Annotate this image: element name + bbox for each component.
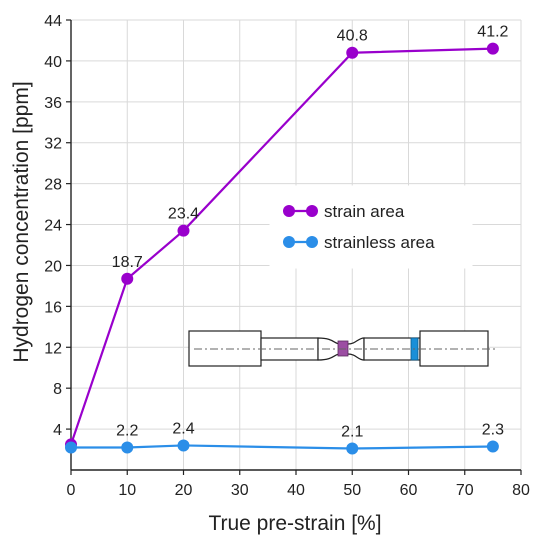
data-point — [177, 439, 190, 452]
series-1: 2.2 2.4 2.1 2.3 — [65, 420, 504, 455]
legend-box — [269, 185, 473, 269]
x-tick-label: 10 — [118, 482, 136, 499]
data-point — [177, 224, 190, 237]
legend-marker — [283, 236, 295, 248]
data-label: 2.1 — [341, 424, 363, 441]
x-tick-label: 50 — [343, 482, 361, 499]
y-tick-label: 12 — [44, 340, 62, 357]
y-tick-label: 24 — [44, 218, 62, 235]
data-point — [346, 46, 359, 59]
x-tick-label: 30 — [231, 482, 249, 499]
x-tick-label: 80 — [512, 482, 530, 499]
data-label: 18.7 — [112, 254, 143, 271]
x-tick-label: 40 — [287, 482, 305, 499]
y-axis-label: Hydrogen concentration [ppm] — [10, 81, 33, 362]
legend-marker — [306, 205, 318, 217]
data-label: 2.4 — [172, 420, 194, 437]
y-axis-ticks: 4 8 12 16 20 24 28 32 36 40 44 — [44, 13, 71, 439]
y-tick-label: 4 — [53, 422, 62, 439]
data-point — [486, 440, 499, 453]
series-0: 18.7 23.4 40.8 41.2 — [65, 24, 509, 451]
legend-label: strain area — [324, 202, 405, 221]
y-tick-label: 16 — [44, 299, 62, 316]
specimen-schematic — [188, 330, 495, 367]
x-axis-label: True pre-strain [%] — [208, 512, 381, 535]
y-tick-label: 44 — [44, 13, 62, 30]
y-tick-label: 32 — [44, 136, 62, 153]
x-tick-label: 70 — [456, 482, 474, 499]
legend-marker — [283, 205, 295, 217]
data-label: 41.2 — [477, 24, 508, 41]
data-point — [486, 42, 499, 55]
series-line — [71, 444, 493, 450]
x-tick-label: 60 — [400, 482, 418, 499]
legend: strain area strainless area — [269, 185, 473, 269]
data-point — [121, 272, 134, 285]
data-label: 40.8 — [337, 28, 368, 45]
legend-entry-strain-area: strain area — [283, 202, 405, 221]
y-tick-label: 8 — [53, 381, 62, 398]
y-tick-label: 20 — [44, 258, 62, 275]
legend-marker — [306, 236, 318, 248]
x-tick-label: 20 — [175, 482, 193, 499]
data-point — [346, 442, 359, 455]
legend-entry-strainless-area: strainless area — [283, 233, 435, 252]
y-tick-label: 28 — [44, 177, 62, 194]
data-point — [121, 441, 134, 454]
x-tick-label: 0 — [67, 482, 76, 499]
y-tick-label: 36 — [44, 95, 62, 112]
legend-label: strainless area — [324, 233, 435, 252]
data-label: 2.3 — [482, 421, 504, 438]
data-label: 23.4 — [168, 206, 199, 223]
data-series: 18.7 23.4 40.8 41.2 2.2 2.4 2.1 2.3 — [65, 24, 509, 455]
data-point — [65, 441, 77, 454]
data-label: 2.2 — [116, 423, 138, 440]
x-axis-ticks: 0 10 20 30 40 50 60 70 80 — [67, 470, 530, 499]
y-tick-label: 40 — [44, 54, 62, 71]
